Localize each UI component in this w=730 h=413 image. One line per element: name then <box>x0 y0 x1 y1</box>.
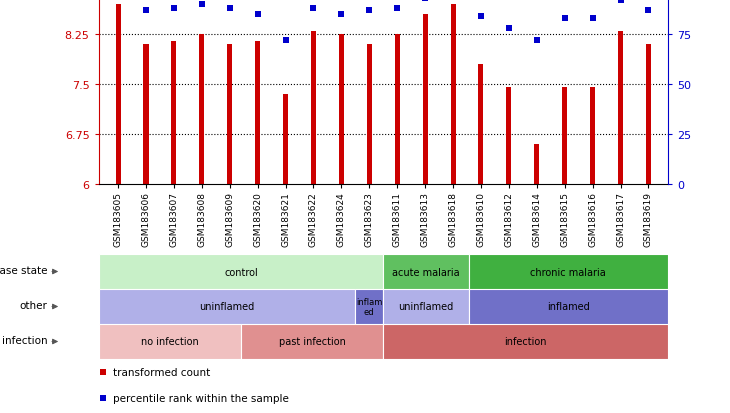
Point <box>531 38 542 44</box>
Text: control: control <box>224 267 258 277</box>
Point <box>559 16 571 22</box>
Point <box>642 8 654 14</box>
Bar <box>478 65 483 185</box>
Bar <box>199 35 204 185</box>
Text: no infection: no infection <box>141 337 199 347</box>
Point <box>280 38 291 44</box>
Bar <box>144 45 148 185</box>
Text: chronic malaria: chronic malaria <box>531 267 606 277</box>
Bar <box>383 324 668 359</box>
Bar <box>507 88 512 185</box>
Bar <box>469 289 668 324</box>
Point <box>503 26 515 32</box>
Point <box>196 2 207 8</box>
Point <box>252 12 264 18</box>
Bar <box>172 42 177 185</box>
Text: uninflamed: uninflamed <box>199 302 254 312</box>
Bar <box>241 324 383 359</box>
Point <box>587 16 599 22</box>
Point <box>97 395 109 401</box>
Point <box>224 6 236 12</box>
Text: percentile rank within the sample: percentile rank within the sample <box>113 393 289 403</box>
Point <box>336 12 347 18</box>
Point <box>168 6 180 12</box>
Point <box>364 8 375 14</box>
Bar <box>469 254 668 289</box>
Bar <box>366 45 372 185</box>
Point <box>419 0 431 2</box>
Point <box>475 14 487 20</box>
Bar <box>383 254 469 289</box>
Point <box>140 8 152 14</box>
Bar <box>99 254 383 289</box>
Bar <box>355 289 383 324</box>
Text: inflam
ed: inflam ed <box>356 297 383 316</box>
Text: disease state: disease state <box>0 265 47 275</box>
Bar <box>395 35 400 185</box>
Bar <box>115 5 120 185</box>
Bar <box>562 88 567 185</box>
Text: infection: infection <box>1 335 47 345</box>
Point <box>615 0 626 4</box>
Bar <box>450 5 456 185</box>
Point <box>391 6 403 12</box>
Bar <box>534 145 539 185</box>
Bar <box>99 289 355 324</box>
Bar <box>283 95 288 185</box>
Bar <box>423 15 428 185</box>
Bar <box>339 35 344 185</box>
Bar <box>618 31 623 185</box>
Bar <box>383 289 469 324</box>
Point <box>307 6 319 12</box>
Text: uninflamed: uninflamed <box>399 302 453 312</box>
Point <box>97 369 109 375</box>
Bar <box>227 45 232 185</box>
Text: past infection: past infection <box>279 337 345 347</box>
Bar <box>311 31 316 185</box>
Text: transformed count: transformed count <box>113 367 210 377</box>
Bar <box>646 45 651 185</box>
Bar <box>255 42 260 185</box>
Text: other: other <box>20 300 47 310</box>
Text: infection: infection <box>504 337 547 347</box>
Bar <box>99 324 241 359</box>
Bar <box>590 88 595 185</box>
Text: acute malaria: acute malaria <box>392 267 460 277</box>
Text: inflamed: inflamed <box>547 302 590 312</box>
